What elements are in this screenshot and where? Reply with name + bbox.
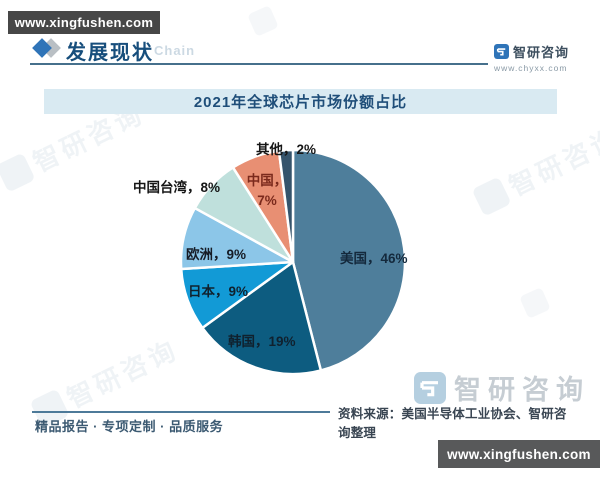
pie-slice-美国: [291, 148, 407, 372]
footer-divider: [32, 411, 330, 413]
pie-label-korea: 韩国，19%: [228, 334, 296, 349]
pie-label-others: 其他，2%: [256, 142, 317, 157]
chart-title-banner: 2021年全球芯片市场份额占比: [44, 89, 557, 114]
pie-label-taiwan: 中国台湾，8%: [133, 180, 221, 195]
bottom-url-text: www.xingfushen.com: [447, 446, 591, 462]
pie-slices: [179, 148, 407, 376]
section-header: 发展现状 Chain: [30, 36, 570, 64]
chain-watermark-text: Chain: [154, 43, 196, 58]
pie-label-europe: 欧洲，9%: [186, 247, 247, 262]
bottom-url-overlay: www.xingfushen.com: [438, 440, 600, 468]
pie-slice-其他: [277, 148, 295, 264]
pie-slice-韩国: [201, 260, 323, 376]
brand-name: 智研咨询: [513, 45, 570, 60]
brand-site: www.chyxx.com: [494, 63, 568, 73]
pie-label-china: 中国，7%: [246, 173, 288, 209]
top-url-overlay: www.xingfushen.com: [8, 11, 160, 34]
section-title: 发展现状: [66, 42, 154, 64]
brand-logo: 智研咨询 www.chyxx.com: [494, 42, 594, 73]
chart-title: 2021年全球芯片市场份额占比: [193, 94, 408, 111]
footer-tagline: 精品报告 · 专项定制 · 品质服务: [35, 419, 224, 434]
top-url-text: www.xingfushen.com: [14, 15, 154, 30]
data-source: 资料来源：美国半导体工业协会、智研咨询整理: [338, 407, 567, 440]
header-divider: [30, 63, 488, 65]
pie-label-usa: 美国，46%: [340, 251, 408, 266]
zhiyan-logo-icon: [494, 44, 509, 59]
pie-label-japan: 日本，9%: [188, 284, 249, 299]
